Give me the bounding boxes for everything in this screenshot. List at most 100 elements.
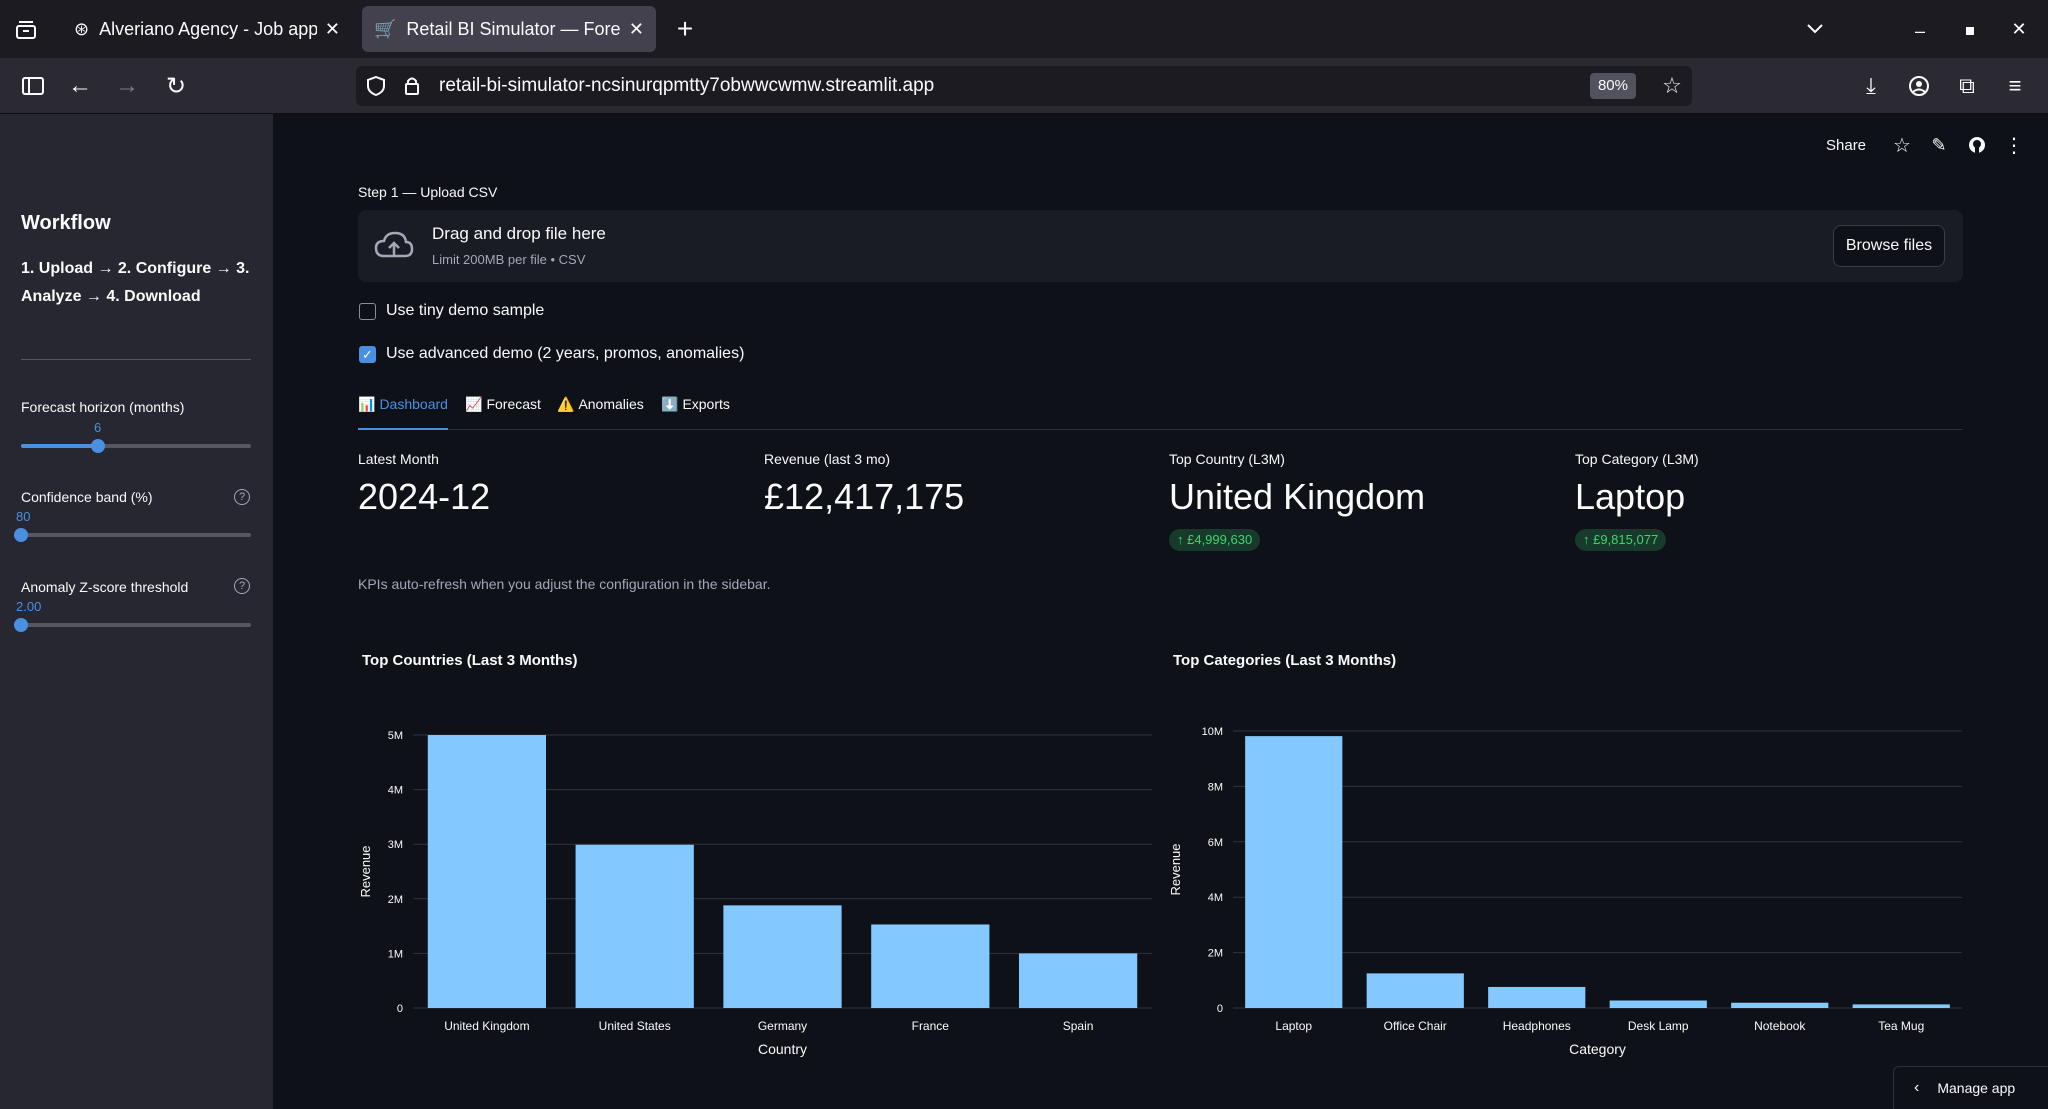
y-tick-label: 5M bbox=[388, 730, 403, 742]
bar bbox=[871, 924, 990, 1008]
tab-overview-icon[interactable] bbox=[12, 16, 40, 44]
star-icon[interactable]: ☆ bbox=[1893, 134, 1911, 157]
y-tick-label: 4M bbox=[1208, 892, 1223, 904]
browser-tab-alveriano[interactable]: ⊛ Alveriano Agency - Job appl ✕ bbox=[62, 6, 352, 52]
browser-tab-retail-bi[interactable]: 🛒 Retail BI Simulator — Forec ✕ bbox=[362, 6, 656, 52]
advanced-demo-checkbox[interactable]: ✓ bbox=[359, 346, 376, 363]
y-tick-label: 3M bbox=[388, 839, 403, 851]
tab-title: Retail BI Simulator — Forec bbox=[406, 18, 621, 39]
slider-thumb[interactable] bbox=[91, 439, 105, 453]
forecast-horizon-value: 6 bbox=[94, 420, 102, 435]
x-tick-label: Notebook bbox=[1754, 1019, 1806, 1033]
github-icon[interactable] bbox=[1965, 133, 1989, 157]
new-tab-icon[interactable]: + bbox=[676, 13, 694, 44]
shield-icon[interactable] bbox=[362, 72, 390, 100]
back-icon[interactable]: ← bbox=[68, 72, 92, 99]
bar bbox=[1018, 953, 1138, 1008]
help-icon[interactable]: ? bbox=[234, 489, 250, 505]
sidebar bbox=[0, 114, 273, 1109]
y-tick-label: 1M bbox=[388, 948, 403, 960]
x-tick-label: Spain bbox=[1063, 1019, 1094, 1033]
metric-value-top-category: Laptop bbox=[1575, 476, 1686, 517]
tab-forecast[interactable]: 📈 Forecast bbox=[465, 396, 541, 430]
bookmark-star-icon[interactable]: ☆ bbox=[1662, 73, 1682, 98]
extensions-icon[interactable]: ⧉ bbox=[1959, 73, 1975, 98]
metric-label-top-country: Top Country (L3M) bbox=[1169, 451, 1285, 467]
bar bbox=[575, 844, 694, 1008]
slider-thumb[interactable] bbox=[14, 528, 28, 542]
edit-icon[interactable]: ✎ bbox=[1931, 134, 1947, 155]
tab-list-chevron-icon[interactable] bbox=[1800, 14, 1830, 44]
metric-label-revenue: Revenue (last 3 mo) bbox=[764, 451, 891, 467]
y-axis-title: Revenue bbox=[358, 845, 373, 897]
workflow-steps: 1. Upload → 2. Configure → 3. Analyze → … bbox=[21, 255, 251, 311]
lock-icon[interactable] bbox=[398, 72, 426, 100]
tab-dashboard[interactable]: 📊 Dashboard bbox=[358, 396, 448, 430]
forecast-horizon-label: Forecast horizon (months) bbox=[21, 399, 185, 415]
manage-app-button[interactable]: ‹ Manage app bbox=[1893, 1066, 2048, 1109]
bar bbox=[1245, 736, 1343, 1008]
countries-bar-chart[interactable]: 0 1M 2M 3M 4M 5M United Kingdom United States Ge… bbox=[358, 700, 1158, 1070]
more-options-icon[interactable]: ⋮ bbox=[2004, 134, 2024, 157]
tiny-demo-label[interactable]: Use tiny demo sample bbox=[386, 302, 545, 319]
bar bbox=[1488, 986, 1586, 1008]
tab-exports[interactable]: ⬇️ Exports bbox=[661, 396, 730, 430]
y-tick-label: 2M bbox=[388, 894, 403, 906]
tiny-demo-checkbox[interactable] bbox=[359, 303, 376, 320]
close-window-icon[interactable]: ✕ bbox=[2011, 18, 2027, 39]
metric-delta-top-category: ↑ £9,815,077 bbox=[1575, 529, 1667, 551]
bar bbox=[1609, 1000, 1707, 1008]
tab-anomalies[interactable]: ⚠️ Anomalies bbox=[557, 396, 644, 430]
download-icon[interactable]: ⤓ bbox=[1866, 73, 1876, 98]
tab-label: Dashboard bbox=[379, 396, 448, 412]
categories-bar-chart[interactable]: 0 2M 4M 6M 8M 10M Laptop Office Chair Headphones… bbox=[1168, 700, 1968, 1070]
anomaly-threshold-label: Anomaly Z-score threshold bbox=[21, 579, 189, 595]
cloud-upload-icon bbox=[374, 230, 414, 267]
url-bar[interactable]: retail-bi-simulator-ncsinurqpmtty7obwwcw… bbox=[356, 66, 1692, 106]
x-axis-title: Country bbox=[758, 1041, 807, 1057]
browser-tab-bar: ⊛ Alveriano Agency - Job appl ✕ 🛒 Retail… bbox=[0, 0, 2048, 58]
zoom-level-badge[interactable]: 80% bbox=[1589, 73, 1636, 99]
anomaly-threshold-slider[interactable] bbox=[14, 618, 251, 632]
x-axis-title: Category bbox=[1569, 1041, 1626, 1057]
maximize-icon[interactable] bbox=[1955, 16, 1985, 46]
tab-title: Alveriano Agency - Job appl bbox=[99, 18, 317, 39]
forecast-horizon-slider[interactable] bbox=[21, 439, 251, 453]
y-tick-label: 0 bbox=[1217, 1003, 1223, 1015]
bar bbox=[723, 905, 842, 1008]
metric-label-latest-month: Latest Month bbox=[358, 451, 439, 467]
x-tick-label: Office Chair bbox=[1384, 1019, 1447, 1033]
warning-icon: ⚠️ bbox=[557, 396, 575, 412]
confidence-band-slider[interactable] bbox=[14, 528, 251, 542]
chart-title-categories: Top Categories (Last 3 Months) bbox=[1173, 652, 1397, 669]
browse-files-button[interactable]: Browse files bbox=[1833, 225, 1945, 267]
metric-delta-top-country: ↑ £4,999,630 bbox=[1169, 529, 1261, 551]
file-dropzone[interactable]: Drag and drop file here Limit 200MB per … bbox=[358, 210, 1963, 282]
share-button[interactable]: Share bbox=[1826, 136, 1867, 154]
chart-title-countries: Top Countries (Last 3 Months) bbox=[362, 652, 578, 669]
sidebar-toggle-icon[interactable] bbox=[18, 71, 48, 101]
workflow-steps-line: 1. Upload → 2. Configure → 3. bbox=[21, 260, 250, 277]
url-text: retail-bi-simulator-ncsinurqpmtty7obwwcw… bbox=[439, 75, 935, 96]
close-icon[interactable]: ✕ bbox=[628, 18, 644, 39]
openai-icon: ⊛ bbox=[74, 18, 90, 39]
close-icon[interactable]: ✕ bbox=[324, 18, 340, 39]
minimize-icon[interactable]: – bbox=[1914, 20, 1925, 41]
x-tick-label: Laptop bbox=[1275, 1019, 1312, 1033]
x-tick-label: Headphones bbox=[1503, 1019, 1571, 1033]
forward-icon[interactable]: → bbox=[115, 72, 139, 99]
upload-label: Step 1 — Upload CSV bbox=[358, 184, 498, 200]
account-icon[interactable] bbox=[1904, 71, 1934, 101]
metric-value-revenue: £12,417,175 bbox=[764, 476, 965, 517]
slider-thumb[interactable] bbox=[14, 618, 28, 632]
advanced-demo-label[interactable]: Use advanced demo (2 years, promos, anom… bbox=[386, 345, 745, 362]
metric-label-top-category: Top Category (L3M) bbox=[1575, 451, 1699, 467]
y-tick-label: 10M bbox=[1202, 726, 1223, 738]
confidence-band-label: Confidence band (%) bbox=[21, 489, 153, 505]
metric-value-latest-month: 2024-12 bbox=[358, 476, 491, 517]
help-icon[interactable]: ? bbox=[234, 578, 250, 594]
kpi-note: KPIs auto-refresh when you adjust the co… bbox=[358, 576, 771, 592]
line-chart-icon: 📈 bbox=[465, 396, 483, 412]
menu-icon[interactable]: ≡ bbox=[2008, 73, 2022, 98]
reload-icon[interactable]: ↻ bbox=[165, 72, 187, 100]
